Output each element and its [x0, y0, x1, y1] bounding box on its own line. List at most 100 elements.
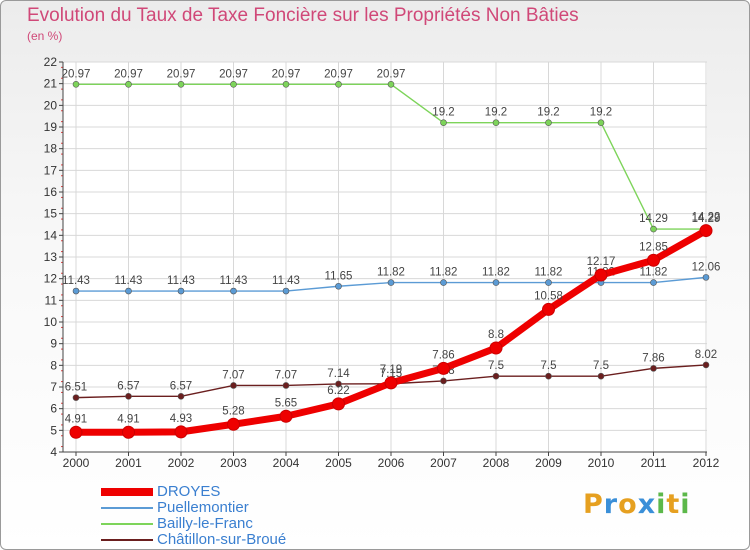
data-label: 20.97 [324, 68, 353, 80]
x-tick-label: 2002 [168, 456, 195, 470]
data-point [440, 377, 447, 385]
data-point [282, 81, 290, 88]
legend-label: Châtillon-sur-Broué [157, 531, 287, 548]
data-label: 19.2 [590, 107, 612, 119]
chart-title: Evolution du Taux de Taxe Foncière sur l… [27, 5, 579, 26]
y-tick-label: 8 [50, 358, 57, 372]
y-tick-label: 19 [44, 120, 58, 134]
data-point [174, 425, 188, 439]
chart-subtitle: (en %) [27, 29, 63, 43]
proxiti-logo: Proxiti [583, 489, 691, 520]
data-point [542, 302, 555, 316]
y-tick-label: 6 [50, 402, 57, 416]
data-point [72, 287, 80, 295]
data-point [122, 425, 135, 439]
data-point [125, 287, 132, 295]
data-point [387, 81, 395, 88]
data-label: 11.43 [272, 275, 300, 287]
data-label: 11.43 [167, 275, 195, 287]
legend-label: Bailly-le-Franc [157, 515, 253, 532]
data-label: 11.43 [220, 275, 248, 287]
data-point [177, 393, 185, 400]
data-point [492, 119, 500, 126]
data-point [384, 376, 398, 390]
legend-swatch [101, 488, 153, 496]
data-label: 7.19 [380, 364, 402, 376]
data-label: 14.22 [692, 212, 721, 224]
data-label: 14.29 [692, 213, 721, 225]
data-label: 6.22 [327, 385, 349, 397]
data-label: 7.14 [327, 368, 350, 380]
x-tick-label: 2010 [588, 456, 615, 470]
data-point [545, 279, 552, 286]
data-point [545, 372, 552, 380]
y-tick-label: 20 [44, 98, 58, 112]
data-point [440, 119, 447, 126]
data-point [489, 341, 503, 355]
data-label: 6.57 [170, 380, 192, 392]
data-label: 5.65 [275, 397, 297, 409]
data-point [699, 224, 713, 238]
data-point [72, 394, 80, 401]
data-label: 20.97 [219, 68, 248, 80]
data-point [492, 372, 500, 380]
data-label: 7.86 [642, 352, 664, 364]
data-label: 11.82 [640, 267, 668, 279]
data-label: 4.91 [65, 413, 87, 425]
x-tick-label: 2004 [273, 456, 300, 470]
data-label: 12.85 [639, 241, 668, 253]
data-label: 11.82 [430, 267, 458, 279]
data-point [597, 119, 605, 126]
data-point [650, 365, 657, 372]
data-point [282, 382, 290, 389]
data-point [72, 81, 80, 88]
data-point [282, 287, 290, 295]
data-point [335, 380, 342, 388]
data-label: 20.97 [167, 68, 196, 80]
y-tick-label: 18 [44, 142, 58, 156]
y-tick-label: 13 [44, 250, 58, 264]
data-point [227, 417, 240, 431]
x-tick-label: 2011 [641, 456, 667, 470]
data-point [125, 81, 132, 88]
y-tick-label: 15 [44, 207, 58, 221]
data-point [594, 268, 608, 282]
data-point [177, 81, 185, 88]
data-label: 10.58 [534, 290, 563, 302]
x-tick-label: 2001 [115, 456, 142, 470]
data-label: 14.29 [639, 213, 668, 225]
data-point [437, 361, 450, 375]
y-tick-label: 21 [44, 77, 58, 91]
data-label: 4.91 [117, 413, 139, 425]
x-tick-label: 2008 [483, 456, 510, 470]
data-point [69, 425, 83, 439]
y-tick-label: 10 [44, 315, 58, 329]
data-point [230, 382, 237, 389]
data-label: 7.5 [593, 360, 609, 372]
data-point [125, 393, 132, 400]
data-label: 8.8 [488, 329, 504, 341]
y-tick-label: 16 [44, 185, 58, 199]
data-label: 11.43 [115, 275, 143, 287]
data-label: 7.5 [488, 360, 504, 372]
y-tick-label: 11 [45, 293, 58, 307]
data-point [545, 119, 552, 126]
y-tick-label: 17 [44, 163, 58, 177]
data-label: 7.07 [275, 369, 297, 381]
data-label: 7.15 [380, 368, 402, 380]
x-tick-label: 2009 [535, 456, 562, 470]
data-label: 11.82 [482, 267, 510, 279]
x-tick-label: 2006 [378, 456, 405, 470]
x-tick-label: 2003 [220, 456, 247, 470]
data-label: 19.2 [432, 107, 454, 119]
data-point [332, 397, 345, 411]
x-tick-label: 2007 [430, 456, 457, 470]
data-label: 6.57 [117, 380, 139, 392]
y-tick-label: 22 [44, 55, 58, 69]
data-label: 6.51 [65, 382, 87, 394]
data-label: 19.2 [537, 107, 559, 119]
data-label: 7.5 [541, 360, 557, 372]
legend-label: DROYES [157, 483, 221, 500]
y-tick-label: 7 [50, 380, 57, 394]
